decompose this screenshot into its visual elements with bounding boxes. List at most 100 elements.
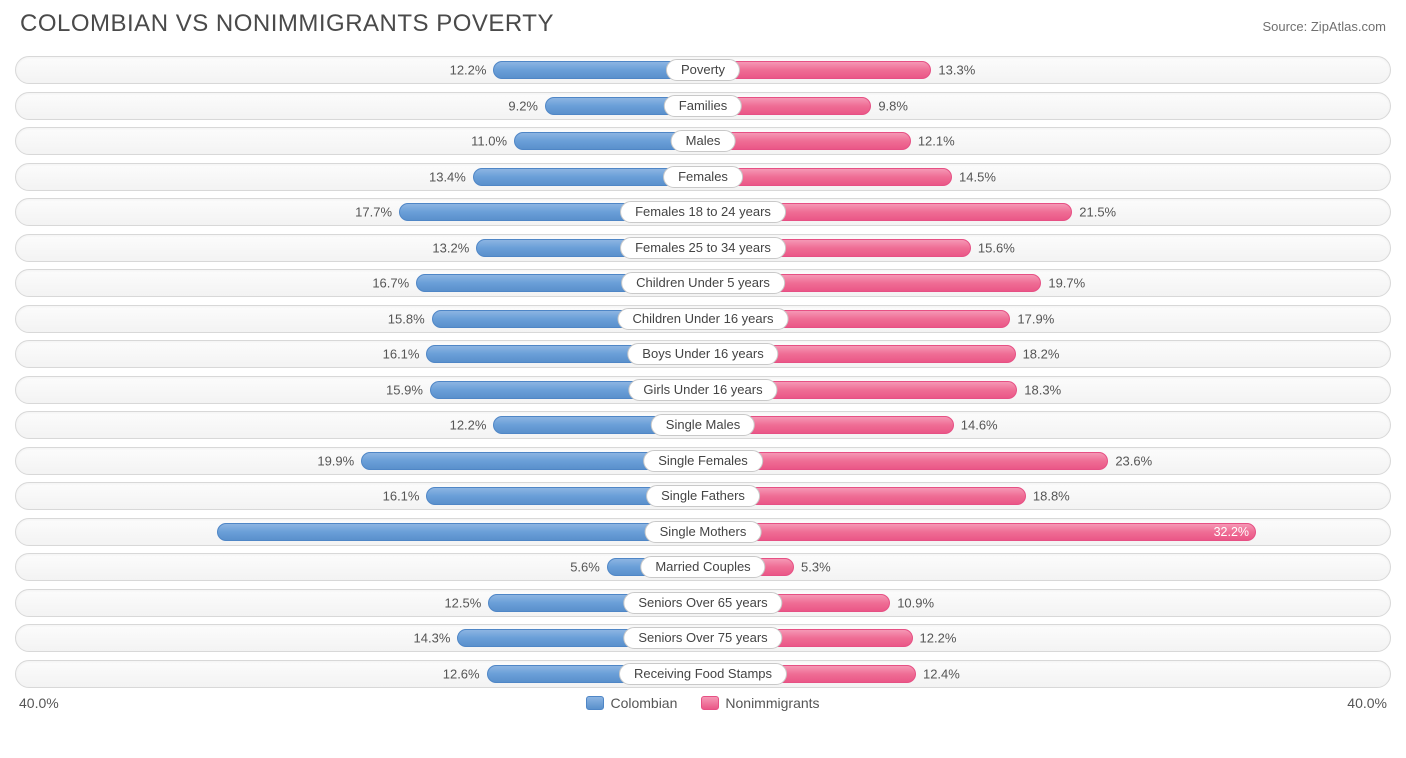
bar-half-left: 13.2% — [16, 235, 703, 261]
chart-row: 13.2% 15.6%Females 25 to 34 years — [15, 234, 1391, 262]
category-label: Single Fathers — [646, 485, 760, 507]
bar-half-right: 10.9% — [703, 590, 1390, 616]
category-label: Children Under 16 years — [618, 308, 789, 330]
category-label: Families — [664, 95, 742, 117]
category-label: Girls Under 16 years — [628, 379, 777, 401]
value-right: 10.9% — [889, 595, 934, 610]
chart-row: 15.9% 18.3% Girls Under 16 years — [15, 376, 1391, 404]
value-left: 9.2% — [508, 98, 546, 113]
legend-label-left: Colombian — [610, 695, 677, 711]
bar-half-right: 18.2% — [703, 341, 1390, 367]
bar-half-right: 13.3% — [703, 57, 1390, 83]
bar-half-right: 14.6% — [703, 412, 1390, 438]
category-label: Females 25 to 34 years — [620, 237, 786, 259]
category-label: Single Females — [643, 450, 763, 472]
category-label: Females 18 to 24 years — [620, 201, 786, 223]
value-left: 16.1% — [383, 489, 428, 504]
chart-row: 12.2% 13.3% Poverty — [15, 56, 1391, 84]
value-right: 14.5% — [951, 169, 996, 184]
axis-max-right: 40.0% — [1347, 695, 1387, 711]
category-label: Poverty — [666, 59, 740, 81]
bar-half-left: 19.9% — [16, 448, 703, 474]
legend-label-right: Nonimmigrants — [725, 695, 819, 711]
bar-half-left: 14.3% — [16, 625, 703, 651]
chart-row: 28.3%32.2%Single Mothers — [15, 518, 1391, 546]
value-right: 23.6% — [1107, 453, 1152, 468]
bar-half-left: 13.4% — [16, 164, 703, 190]
chart-row: 16.7% 19.7% Children Under 5 years — [15, 269, 1391, 297]
source-attribution: Source: ZipAtlas.com — [1262, 19, 1386, 34]
bar-half-left: 12.6% — [16, 661, 703, 687]
bar-half-right: 32.2% — [703, 519, 1390, 545]
value-right: 17.9% — [1009, 311, 1054, 326]
bar-half-left: 12.5% — [16, 590, 703, 616]
value-left: 12.2% — [450, 63, 495, 78]
bar-half-right: 21.5% — [703, 199, 1390, 225]
chart-title: COLOMBIAN VS NONIMMIGRANTS POVERTY — [20, 10, 554, 38]
value-right: 13.3% — [930, 63, 975, 78]
bar-half-right: 15.6% — [703, 235, 1390, 261]
chart-row: 15.8% 17.9% Children Under 16 years — [15, 305, 1391, 333]
chart-row: 12.2% 14.6% Single Males — [15, 411, 1391, 439]
bar-half-right: 14.5% — [703, 164, 1390, 190]
bar-half-right: 12.1% — [703, 128, 1390, 154]
chart-row: 12.6% 12.4%Receiving Food Stamps — [15, 660, 1391, 688]
value-right: 19.7% — [1040, 276, 1085, 291]
value-right: 9.8% — [870, 98, 908, 113]
value-right: 12.1% — [910, 134, 955, 149]
bar-half-right: 18.8% — [703, 483, 1390, 509]
category-label: Females — [663, 166, 743, 188]
category-label: Seniors Over 75 years — [623, 627, 782, 649]
category-label: Seniors Over 65 years — [623, 592, 782, 614]
value-right: 14.6% — [953, 418, 998, 433]
bar-half-left: 12.2% — [16, 412, 703, 438]
category-label: Boys Under 16 years — [627, 343, 778, 365]
legend-item-colombian: Colombian — [586, 695, 677, 711]
value-right: 32.2% — [1214, 525, 1249, 539]
value-left: 15.9% — [386, 382, 431, 397]
category-label: Children Under 5 years — [621, 272, 785, 294]
bar-half-right: 19.7% — [703, 270, 1390, 296]
bar-half-left: 5.6% — [16, 554, 703, 580]
value-right: 18.8% — [1025, 489, 1070, 504]
value-left: 12.6% — [443, 666, 488, 681]
value-left: 16.1% — [383, 347, 428, 362]
bar-half-left: 28.3% — [16, 519, 703, 545]
category-label: Married Couples — [640, 556, 765, 578]
value-left: 5.6% — [570, 560, 608, 575]
bar-half-left: 11.0% — [16, 128, 703, 154]
chart-row: 17.7% 21.5% Females 18 to 24 years — [15, 198, 1391, 226]
bar-half-left: 12.2% — [16, 57, 703, 83]
value-left: 11.0% — [471, 134, 515, 149]
value-left: 16.7% — [372, 276, 417, 291]
value-right: 5.3% — [793, 560, 831, 575]
legend: Colombian Nonimmigrants — [59, 695, 1348, 711]
chart-row: 5.6% 5.3% Married Couples — [15, 553, 1391, 581]
value-left: 17.7% — [355, 205, 400, 220]
value-right: 18.3% — [1016, 382, 1061, 397]
bar-colombian: 28.3% — [217, 523, 703, 541]
value-left: 12.5% — [444, 595, 489, 610]
bar-half-left: 16.1% — [16, 341, 703, 367]
bar-half-right: 23.6% — [703, 448, 1390, 474]
legend-item-nonimmigrants: Nonimmigrants — [701, 695, 819, 711]
bar-nonimmigrants: 23.6% — [703, 452, 1108, 470]
category-label: Receiving Food Stamps — [619, 663, 787, 685]
value-left: 13.2% — [432, 240, 477, 255]
chart-header: COLOMBIAN VS NONIMMIGRANTS POVERTY Sourc… — [15, 10, 1391, 38]
category-label: Single Males — [651, 414, 755, 436]
value-right: 18.2% — [1015, 347, 1060, 362]
value-left: 12.2% — [450, 418, 495, 433]
bar-half-right: 12.4% — [703, 661, 1390, 687]
category-label: Males — [671, 130, 736, 152]
value-left: 15.8% — [388, 311, 433, 326]
value-left: 14.3% — [414, 631, 459, 646]
value-right: 21.5% — [1071, 205, 1116, 220]
bar-half-right: 9.8% — [703, 93, 1390, 119]
chart-row: 19.9%23.6%Single Females — [15, 447, 1391, 475]
bar-half-right: 18.3% — [703, 377, 1390, 403]
legend-swatch-pink — [701, 696, 719, 710]
chart-row: 14.3%12.2%Seniors Over 75 years — [15, 624, 1391, 652]
chart-row: 16.1% 18.2% Boys Under 16 years — [15, 340, 1391, 368]
value-left: 19.9% — [317, 453, 362, 468]
